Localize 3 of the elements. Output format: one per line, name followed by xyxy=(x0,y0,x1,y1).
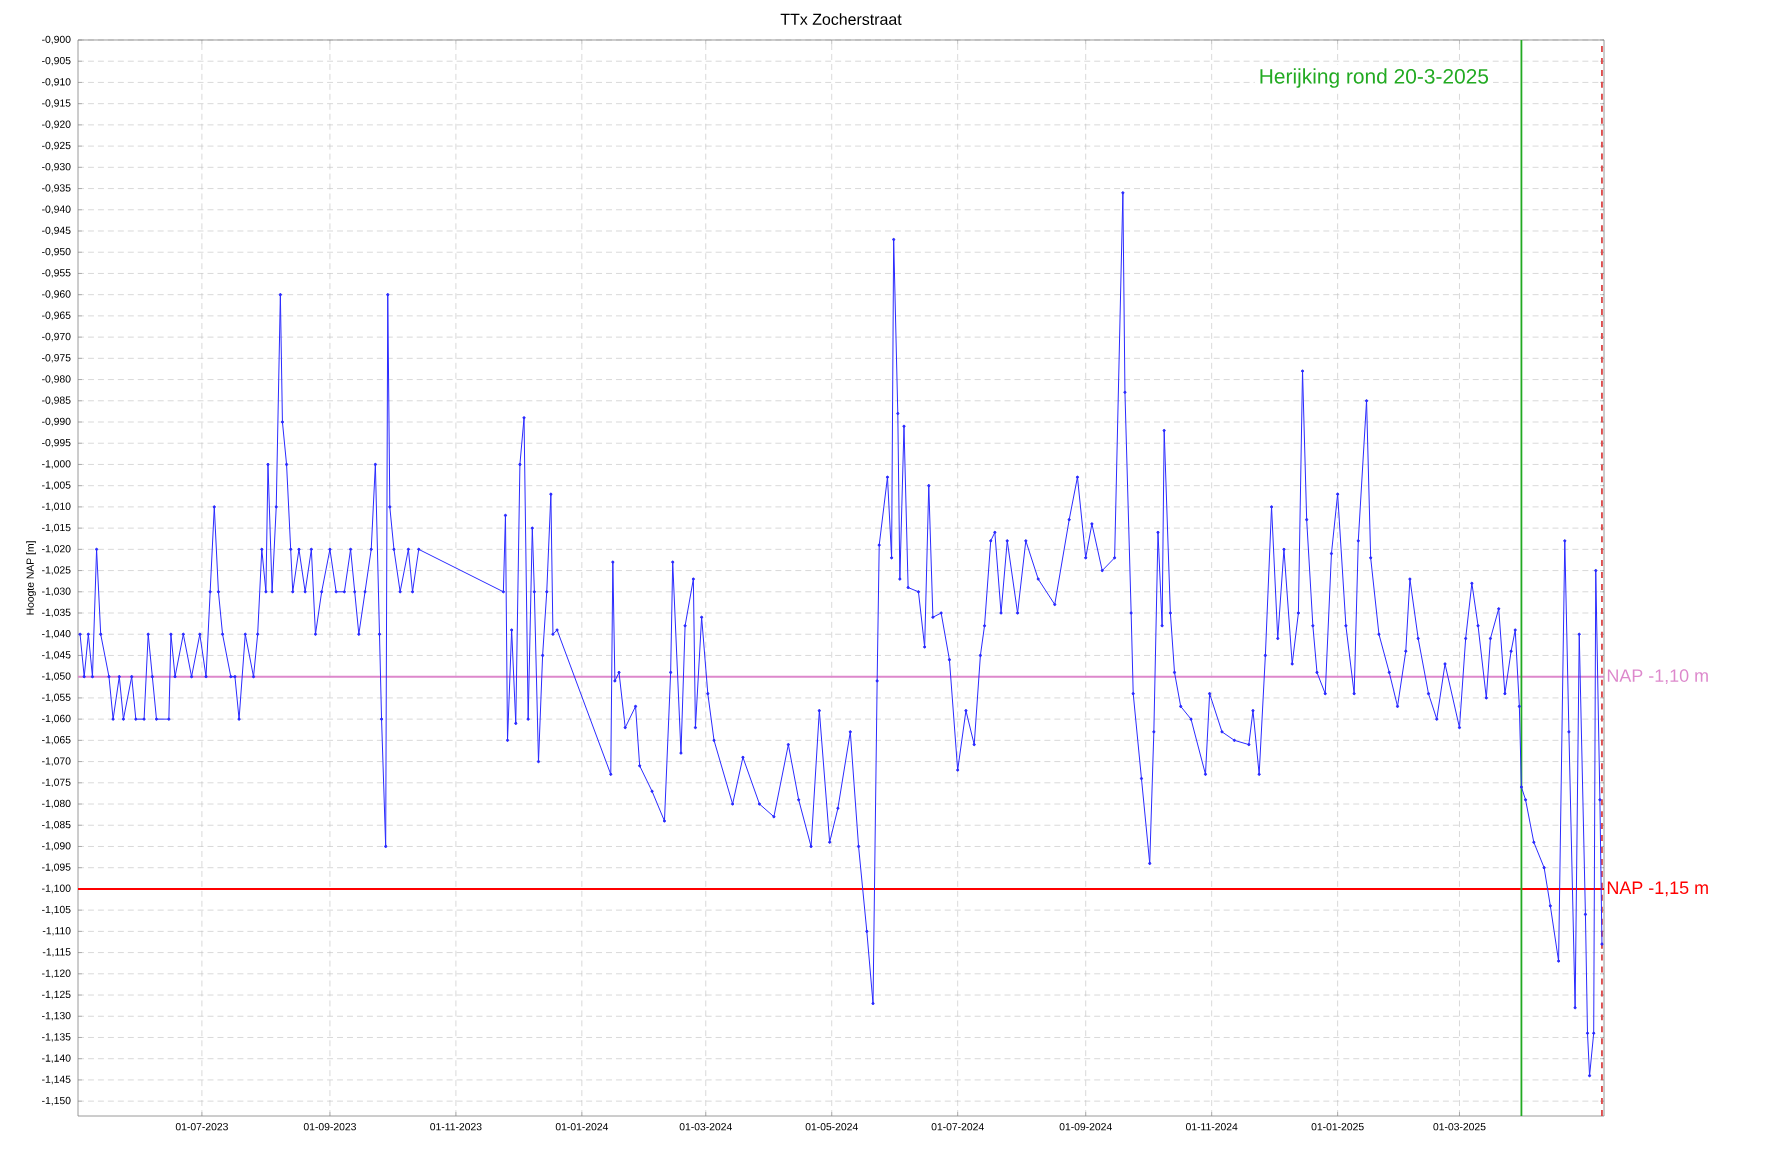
ref-line-label: NAP -1,15 m xyxy=(1607,881,1708,897)
ref-line-label: Herijking rond 20-3-2025 xyxy=(1260,68,1489,88)
ref-line-label: NAP -1,10 m xyxy=(1607,669,1708,685)
